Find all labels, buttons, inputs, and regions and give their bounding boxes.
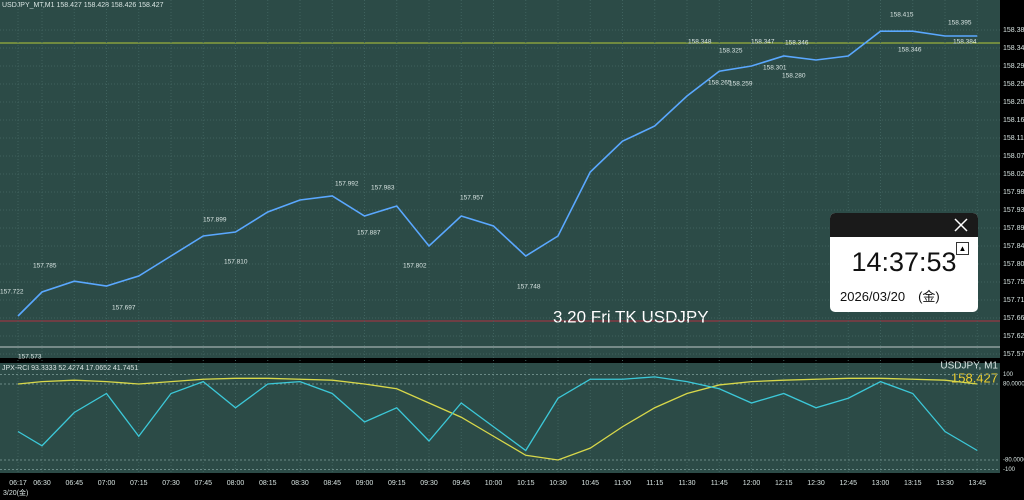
price-annotation: 157.992 [335, 181, 359, 188]
x-tick-label: 06:30 [33, 480, 51, 487]
y-tick-label: 157.845 [1003, 243, 1024, 250]
chart-header: USDJPY_MT,M1 158.427 158.428 158.426 158… [2, 2, 164, 9]
x-tick-label: 10:45 [581, 480, 599, 487]
y-tick-label: 157.575 [1003, 351, 1024, 358]
price-annotation: 158.415 [890, 12, 914, 19]
y-tick-label: 158.025 [1003, 171, 1024, 178]
x-tick-label: 07:30 [162, 480, 180, 487]
price-annotation: 158.384 [953, 39, 977, 46]
x-tick-label: 08:00 [227, 480, 245, 487]
x-tick-label: 06:45 [65, 480, 83, 487]
y-tick-label: 158.295 [1003, 63, 1024, 70]
x-tick-label: 10:00 [485, 480, 503, 487]
osc-tick-label: -100 [1003, 467, 1016, 473]
series-line [17, 377, 978, 461]
x-tick-label: 08:15 [259, 480, 277, 487]
osc-tick-label: -80.0000 [1003, 458, 1024, 464]
price-annotation: 157.802 [403, 263, 427, 270]
price-annotation: 157.810 [224, 259, 248, 266]
y-tick-label: 157.665 [1003, 315, 1024, 322]
x-tick-label: 11:15 [646, 480, 663, 487]
y-tick-label: 158.250 [1003, 81, 1024, 88]
x-tick-label: 12:00 [743, 480, 761, 487]
x-tick-label: 06:17 [9, 480, 27, 487]
price-annotation: 157.899 [203, 217, 227, 224]
price-annotation: 158.325 [719, 48, 743, 55]
y-tick-label: 158.340 [1003, 45, 1024, 52]
y-tick-label: 158.115 [1003, 135, 1024, 142]
y-tick-label: 157.980 [1003, 189, 1024, 196]
date-label: 3/20(金) [3, 488, 28, 497]
y-tick-label: 157.890 [1003, 225, 1024, 232]
price-annotation: 158.265 [708, 80, 732, 87]
price-annotation: 157.722 [0, 289, 24, 296]
x-tick-label: 10:30 [549, 480, 567, 487]
x-tick-label: 09:00 [356, 480, 374, 487]
x-tick-label: 07:45 [194, 480, 212, 487]
x-tick-label: 10:15 [517, 480, 535, 487]
x-tick-label: 12:15 [775, 480, 793, 487]
x-tick-label: 13:30 [936, 480, 954, 487]
price-annotation: 158.259 [729, 81, 753, 88]
price-annotation: 158.347 [751, 39, 775, 46]
price-annotation: 157.785 [33, 263, 57, 270]
x-tick-label: 11:30 [679, 480, 696, 487]
y-tick-label: 157.935 [1003, 207, 1024, 214]
pin-icon[interactable]: ▲ [956, 242, 969, 255]
x-tick-label: 08:45 [323, 480, 341, 487]
price-annotation: 158.301 [763, 65, 787, 72]
x-tick-label: 09:15 [388, 480, 406, 487]
x-tick-label: 11:45 [711, 480, 728, 487]
price-annotation: 158.280 [782, 73, 806, 80]
y-tick-label: 157.800 [1003, 261, 1024, 268]
clock-widget: ▲ 14:37:53 2026/03/20 (金) [830, 213, 978, 312]
price-annotation: 157.887 [357, 230, 381, 237]
clock-titlebar [830, 213, 978, 237]
y-tick-label: 158.385 [1003, 27, 1024, 34]
series-line [17, 30, 978, 317]
oscillator-panel [0, 363, 1000, 473]
x-tick-label: 13:45 [968, 480, 986, 487]
y-tick-label: 158.205 [1003, 99, 1024, 106]
x-tick-label: 11:00 [614, 480, 631, 487]
watermark: 3.20 Fri TK USDJPY [553, 307, 709, 326]
price-annotation: 157.983 [371, 185, 395, 192]
y-tick-label: 157.620 [1003, 333, 1024, 340]
y-tick-label: 158.070 [1003, 153, 1024, 160]
price-annotation: 157.957 [460, 195, 484, 202]
price-annotation: 157.697 [112, 305, 136, 312]
clock-time: 14:37:53 [851, 247, 957, 277]
y-tick-label: 157.710 [1003, 297, 1024, 304]
price-annotation: 158.346 [898, 47, 922, 54]
price-annotation: 157.573 [18, 354, 42, 361]
osc-symbol: USDJPY, M1 [940, 361, 998, 372]
x-tick-label: 07:00 [98, 480, 116, 487]
price-annotation: 158.348 [688, 39, 712, 46]
clock-date: 2026/03/20 (金) [840, 289, 940, 304]
price-annotation: 158.395 [948, 20, 972, 27]
osc-tick-label: 100 [1003, 372, 1014, 378]
x-tick-label: 07:15 [130, 480, 148, 487]
y-tick-label: 158.160 [1003, 117, 1024, 124]
x-tick-label: 09:30 [420, 480, 438, 487]
price-annotation: 158.346 [785, 40, 809, 47]
price-annotation: 157.748 [517, 284, 541, 291]
x-tick-label: 13:15 [904, 480, 922, 487]
y-tick-label: 157.755 [1003, 279, 1024, 286]
x-tick-label: 13:00 [872, 480, 890, 487]
osc-header: JPX-RCI 93.3333 52.4274 17.0652 41.7451 [2, 365, 138, 372]
x-tick-label: 12:45 [839, 480, 857, 487]
x-tick-label: 09:45 [452, 480, 470, 487]
x-tick-label: 08:30 [291, 480, 309, 487]
x-tick-label: 12:30 [807, 480, 825, 487]
osc-tick-label: 80.0000 [1003, 382, 1024, 388]
series-line [17, 376, 978, 452]
close-button[interactable] [954, 218, 968, 232]
